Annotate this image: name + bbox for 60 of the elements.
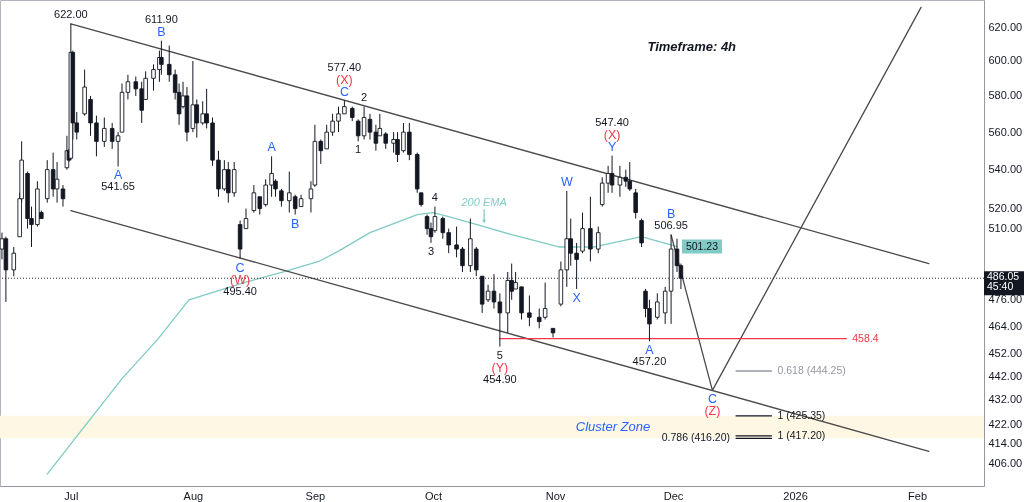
- data-label: 0.618 (444.25): [777, 364, 846, 377]
- y-tick-label: 422.00: [988, 417, 1023, 430]
- annotation: Y: [607, 139, 617, 154]
- x-tick-label: Oct: [424, 489, 443, 502]
- y-tick-label: 600.00: [988, 54, 1023, 67]
- y-tick-label: 464.00: [988, 319, 1023, 332]
- annotation: (Y): [491, 360, 509, 375]
- y-tick-label: 520.00: [988, 202, 1023, 215]
- data-label: 458.4: [852, 331, 879, 344]
- annotation: B: [157, 24, 166, 39]
- x-tick-label: Feb: [908, 489, 928, 502]
- y-tick-label: 560.00: [988, 125, 1023, 138]
- annotation: C: [707, 392, 717, 407]
- annotation: 5: [496, 348, 503, 361]
- annotation: 2: [361, 90, 368, 103]
- text: Timeframe: 4h: [647, 39, 737, 54]
- y-tick-label: 580.00: [988, 89, 1023, 102]
- y-tick-label: 452.00: [988, 346, 1023, 359]
- y-tick-label: 406.00: [988, 457, 1023, 470]
- annotation: 4: [431, 190, 438, 203]
- y-tick-label: 476.00: [988, 293, 1023, 306]
- annotation: B: [666, 206, 676, 221]
- x-tick-label: Nov: [545, 489, 566, 502]
- x-tick-label: Aug: [183, 489, 204, 502]
- y-tick-label: 510.00: [988, 222, 1023, 235]
- annotation: 1: [355, 143, 362, 156]
- annotation: 3: [427, 244, 435, 257]
- annotation: A: [645, 343, 655, 358]
- y-tick-label: 620.00: [988, 20, 1023, 33]
- annotation: X: [572, 291, 582, 306]
- annotation: (X): [603, 127, 621, 142]
- annotation: W: [560, 174, 573, 189]
- annotation: 547.40: [595, 115, 629, 128]
- annotation: A: [113, 168, 123, 183]
- data-label: 501.23: [685, 239, 719, 252]
- annotation: (W): [230, 272, 251, 287]
- x-tick-label: Sep: [305, 489, 326, 502]
- annotation: 611.90: [144, 12, 178, 25]
- x-tick-label: Dec: [663, 489, 684, 502]
- annotation: 506.95: [654, 218, 688, 231]
- annotation: 541.65: [101, 180, 135, 193]
- band-label: Cluster Zone: [575, 419, 651, 435]
- x-tick-label: 2026: [783, 489, 808, 502]
- y-tick-label: 414.00: [988, 437, 1023, 450]
- y-tick-label: 442.00: [988, 369, 1023, 382]
- series-label: 200 EMA: [460, 195, 507, 208]
- annotation: 457.20: [632, 355, 667, 368]
- annotation: (Z): [704, 404, 721, 419]
- y-tick-label: 432.00: [988, 393, 1023, 406]
- data-label: 0.786 (416.20): [661, 431, 731, 444]
- data-label: 1 (417.20): [777, 428, 826, 441]
- annotation: (X): [336, 72, 353, 87]
- annotation: A: [267, 140, 277, 155]
- ref-line-label: 486.05 45:40: [987, 270, 1020, 293]
- annotation: 622.00: [54, 7, 88, 20]
- annotation: C: [235, 260, 245, 275]
- annotation: B: [291, 216, 300, 231]
- x-tick-label: Jul: [64, 489, 79, 502]
- annotation: 577.40: [327, 60, 362, 73]
- y-tick-label: 540.00: [988, 163, 1023, 176]
